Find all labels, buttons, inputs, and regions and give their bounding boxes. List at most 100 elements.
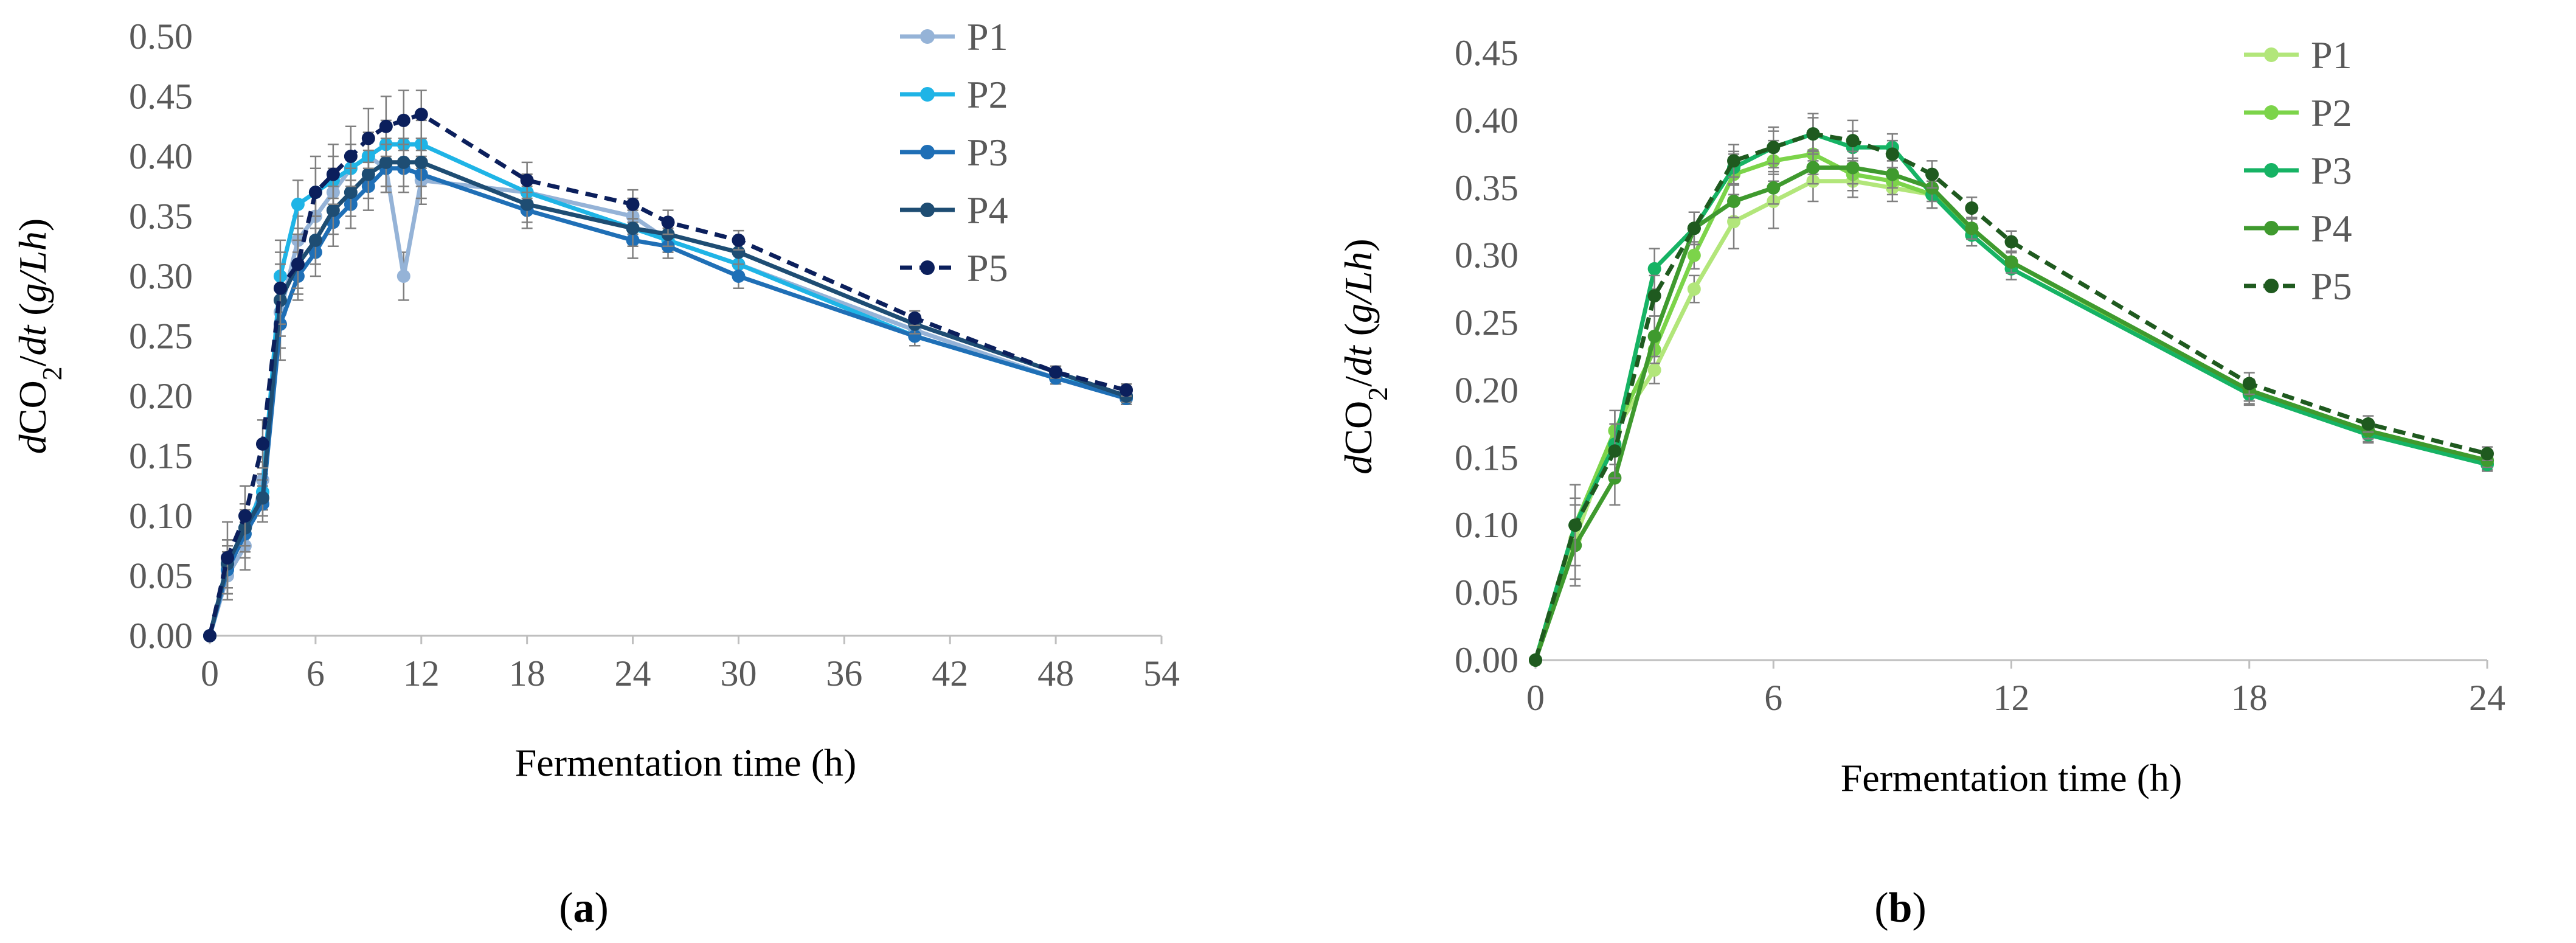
panel-label-part: ) [1912,885,1926,931]
data-point [732,233,746,247]
x-tick-label: 12 [403,653,440,694]
data-point [1846,134,1860,148]
data-point [1727,194,1741,208]
x-tick-label: 48 [1037,653,1074,694]
x-axis-title: Fermentation time (h) [515,741,857,784]
data-point [520,173,534,187]
y-tick-label: 0.35 [1455,168,1518,208]
data-point [1687,221,1701,235]
x-tick-label: 36 [826,653,862,694]
y-axis-title-part: / [11,355,54,366]
data-point [1647,289,1661,303]
x-tick-label: 0 [201,653,219,694]
y-tick-label: 0.00 [129,616,193,656]
legend-swatch-marker [2264,47,2279,62]
x-tick-label: 24 [615,653,651,694]
panel-label-part: a [573,885,595,931]
data-point [1767,181,1781,195]
x-tick-label: 18 [509,653,545,694]
data-point [414,155,428,169]
y-axis-title-part: ) [11,218,54,231]
y-axis-title: dCO2/dt (g/Lh) [1337,238,1393,474]
y-axis-title: dCO2/dt (g/Lh) [11,218,68,454]
data-point [344,186,358,200]
data-point [626,197,640,211]
data-point [2004,235,2018,249]
data-point [1806,127,1820,141]
series-P3 [1529,117,2494,667]
y-axis-title-part: / [1337,376,1380,387]
legend-label: P5 [967,246,1008,290]
y-tick-label: 0.05 [129,556,193,596]
x-tick-label: 6 [306,653,325,694]
legend-label: P4 [2311,207,2352,250]
y-axis-title-part: 2 [1362,387,1393,401]
panel-label: (b) [1874,885,1927,931]
y-tick-label: 0.00 [1455,640,1518,680]
y-tick-label: 0.15 [1455,437,1518,478]
data-point [1647,262,1661,276]
x-tick-label: 6 [1764,678,1782,718]
x-tick-label: 0 [1526,678,1545,718]
y-tick-label: 0.25 [129,316,193,357]
data-point [1727,154,1741,168]
legend-label: P4 [967,189,1008,232]
y-tick-label: 0.20 [129,376,193,416]
y-axis-title-part: 2 [36,366,68,380]
legend-swatch-marker [920,260,935,275]
data-point [1608,444,1622,458]
y-tick-label: 0.05 [1455,572,1518,613]
data-point [1120,383,1134,397]
y-tick-label: 0.10 [129,496,193,536]
data-point [1965,221,1979,235]
legend-swatch-marker [920,145,935,159]
x-tick-label: 18 [2231,678,2268,718]
data-point [396,155,410,169]
series-line [207,160,1127,636]
panel-label-part: ( [559,885,573,931]
y-tick-label: 0.35 [129,197,193,237]
data-point [1529,653,1542,667]
data-point [291,197,305,211]
y-tick-label: 0.45 [1455,33,1518,73]
y-tick-label: 0.25 [1455,303,1518,343]
legend-swatch-marker [920,87,935,102]
x-tick-label: 30 [720,653,757,694]
panel-label-part: b [1889,885,1913,931]
data-point [344,150,358,163]
y-tick-label: 0.45 [129,77,193,117]
legend-swatch-marker [920,203,935,217]
y-axis-title-part: g/Lh [1337,252,1380,323]
y-tick-label: 0.30 [129,256,193,296]
y-tick-label: 0.20 [1455,370,1518,410]
y-tick-label: 0.40 [1455,100,1518,141]
legend-swatch-marker [2264,279,2279,293]
y-axis-title-part: dt [11,324,54,356]
data-point [520,197,534,211]
data-point [732,270,746,283]
y-axis-title-part: ) [1337,238,1380,251]
y-tick-label: 0.15 [129,436,193,476]
data-point [2361,417,2375,431]
data-point [255,437,269,451]
data-point [255,491,269,505]
data-point [1846,161,1860,175]
legend-label: P1 [967,15,1008,58]
y-axis-title-part: CO [1337,401,1380,455]
data-point [1885,147,1899,161]
data-point [732,245,746,259]
data-point [379,119,393,133]
data-point [291,257,305,271]
data-point [361,167,375,181]
y-axis-title-part: ( [1337,323,1380,346]
chart-panel-a: 0.00 0.05 0.10 0.15 0.20 0.25 0.30 0.35 0.40 0.45… [11,15,1180,931]
data-point [1767,141,1781,155]
data-point [1647,363,1661,377]
data-point [661,215,675,229]
series-line [1533,165,2488,661]
x-tick-label: 42 [932,653,968,694]
x-tick-label: 24 [2469,678,2505,718]
legend-label: P2 [967,73,1008,116]
data-point [908,311,922,325]
